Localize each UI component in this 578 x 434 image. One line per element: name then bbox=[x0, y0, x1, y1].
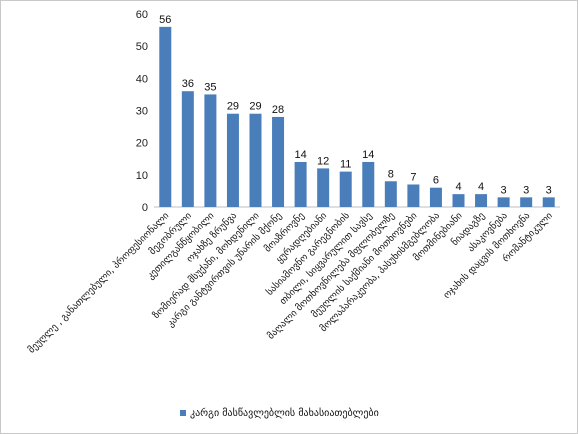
bar bbox=[339, 171, 352, 207]
y-tick-label: 60 bbox=[136, 9, 148, 21]
data-label: 29 bbox=[227, 101, 239, 113]
bar bbox=[452, 194, 465, 207]
y-tick-label: 30 bbox=[136, 106, 148, 118]
data-label: 12 bbox=[317, 155, 329, 167]
data-label: 11 bbox=[340, 159, 351, 171]
data-label: 56 bbox=[159, 14, 171, 26]
bar bbox=[294, 161, 307, 207]
y-tick-label: 20 bbox=[136, 138, 148, 150]
data-label: 3 bbox=[546, 184, 552, 196]
data-label: 14 bbox=[362, 149, 374, 161]
y-tick-label: 50 bbox=[136, 41, 148, 53]
data-label: 3 bbox=[523, 184, 529, 196]
data-label: 3 bbox=[501, 184, 507, 196]
y-axis: 0 10 20 30 40 50 60 bbox=[136, 9, 560, 214]
bar bbox=[542, 197, 555, 207]
bar bbox=[249, 113, 262, 207]
bar bbox=[181, 91, 194, 207]
data-label: 36 bbox=[182, 78, 194, 90]
data-label: 4 bbox=[455, 181, 461, 193]
category-labels-group: მეუღლე , განათლებული, პროფესიონალიმეგობრ… bbox=[26, 210, 555, 355]
data-label: 29 bbox=[249, 101, 261, 113]
data-label: 6 bbox=[433, 175, 439, 187]
data-label: 35 bbox=[204, 81, 216, 93]
bar bbox=[407, 184, 420, 207]
data-label: 8 bbox=[388, 168, 394, 180]
bar bbox=[520, 197, 533, 207]
legend-label: კარგი მასწავლებლის მახასიათებლები bbox=[190, 407, 379, 419]
bar bbox=[475, 194, 488, 207]
legend-swatch bbox=[180, 410, 186, 416]
bar bbox=[429, 187, 442, 207]
bar bbox=[362, 161, 375, 207]
y-tick-label: 0 bbox=[142, 202, 148, 214]
bar bbox=[384, 181, 397, 207]
bar bbox=[317, 168, 330, 207]
bar bbox=[204, 94, 217, 207]
data-label: 14 bbox=[294, 149, 306, 161]
bar bbox=[159, 26, 172, 207]
bar bbox=[497, 197, 510, 207]
data-label: 4 bbox=[478, 181, 484, 193]
y-tick-label: 40 bbox=[136, 73, 148, 85]
data-label: 7 bbox=[410, 171, 416, 183]
category-label: მეუღლე , განათლებული, პროფესიონალი bbox=[26, 210, 171, 355]
data-labels-group: 56 36 35 29 29 28 14 12 11 14 8 7 6 4 4 3 3 3 bbox=[159, 14, 552, 196]
bars-group bbox=[159, 26, 555, 207]
legend: კარგი მასწავლებლის მახასიათებლები bbox=[180, 407, 379, 419]
y-tick-label: 10 bbox=[136, 170, 148, 182]
bar bbox=[226, 113, 239, 207]
bar bbox=[272, 116, 285, 207]
data-label: 28 bbox=[272, 104, 284, 116]
